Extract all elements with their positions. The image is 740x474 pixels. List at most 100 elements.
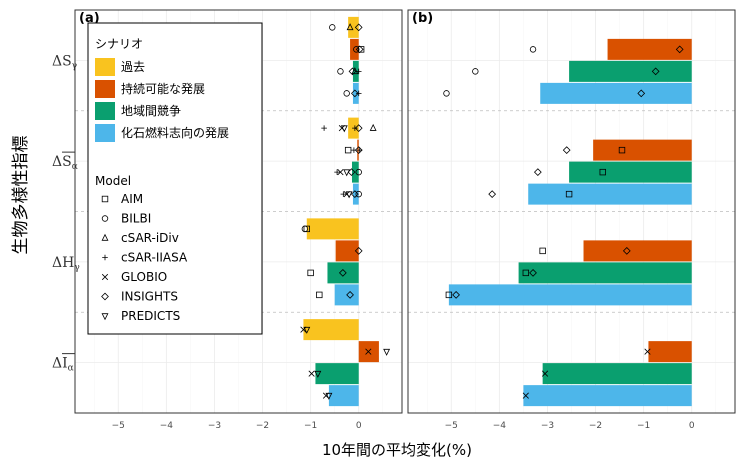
point-aim bbox=[445, 291, 453, 299]
bar-Sa-3 bbox=[569, 161, 692, 183]
x-tick-label: −2 bbox=[589, 421, 602, 431]
point-globio bbox=[337, 169, 344, 176]
point-insights bbox=[533, 168, 542, 176]
legend-model-label: GLOBIO bbox=[121, 270, 167, 284]
point-insights bbox=[354, 124, 363, 132]
point-aim bbox=[344, 146, 352, 154]
point-bilbi bbox=[355, 190, 362, 198]
point-insights bbox=[354, 23, 363, 32]
point-bilbi bbox=[529, 46, 537, 53]
panel-frame bbox=[407, 9, 736, 414]
legend-marker-insights bbox=[101, 292, 109, 301]
panel-b: −5 −4 −3 −2 −1 0 (b) bbox=[407, 9, 736, 431]
legend-marker-predicts bbox=[101, 313, 109, 321]
x-tick-label: −4 bbox=[493, 421, 507, 431]
point-aim bbox=[303, 225, 310, 233]
point-globio bbox=[541, 370, 549, 377]
point-bilbi bbox=[355, 168, 362, 176]
bar-Ia-4 bbox=[523, 385, 692, 407]
legend-model-label: cSAR-iDiv bbox=[121, 231, 179, 245]
x-tick-label: −2 bbox=[256, 421, 269, 431]
bar-Ia-3 bbox=[315, 363, 359, 385]
x-tick-label: −3 bbox=[541, 421, 554, 431]
point-insights bbox=[562, 146, 571, 154]
legend-marker-csar-idiv bbox=[101, 233, 109, 241]
legend-model-label: AIM bbox=[121, 192, 143, 206]
x-tick-label: 0 bbox=[689, 421, 695, 431]
legend-scenario-label: 過去 bbox=[121, 60, 145, 74]
point-csar-iiasa bbox=[340, 191, 347, 197]
point-insights bbox=[675, 45, 684, 54]
legend-scenario-label: 持続可能な発展 bbox=[121, 81, 205, 96]
bar-Sa-2 bbox=[593, 139, 692, 161]
point-globio bbox=[522, 392, 529, 399]
x-axis-title: 10年間の平均変化(%) bbox=[322, 441, 472, 459]
point-bilbi bbox=[353, 46, 360, 53]
x-tick-label: −3 bbox=[208, 421, 221, 431]
category-label-Ia: ΔIα bbox=[52, 356, 74, 374]
legend-scenario-title: シナリオ bbox=[95, 37, 143, 51]
bar-Hg-2 bbox=[583, 240, 692, 262]
panel-label: (a) bbox=[79, 11, 100, 26]
point-predicts bbox=[314, 370, 322, 378]
point-bilbi bbox=[472, 68, 479, 75]
point-insights bbox=[529, 269, 537, 277]
bar-Sg-3 bbox=[569, 60, 692, 82]
point-csar-iiasa bbox=[356, 147, 363, 153]
point-bilbi bbox=[443, 90, 450, 97]
x-tick-label: −5 bbox=[112, 421, 125, 431]
point-insights bbox=[338, 269, 347, 277]
bar-Hg-3 bbox=[518, 262, 692, 284]
panel-label: (b) bbox=[412, 11, 433, 26]
bar-Hg-2 bbox=[335, 240, 359, 262]
legend-swatch bbox=[95, 102, 115, 120]
point-csar-iiasa bbox=[321, 125, 327, 131]
point-globio bbox=[365, 348, 372, 355]
category-label-Sg: ΔSγ bbox=[52, 53, 77, 71]
point-aim bbox=[599, 168, 606, 176]
x-tick-label: −1 bbox=[304, 421, 317, 431]
point-csar-iiasa bbox=[355, 90, 362, 97]
bar-Hg-3 bbox=[327, 262, 359, 284]
point-predicts bbox=[345, 191, 353, 199]
point-globio bbox=[644, 348, 651, 355]
point-insights bbox=[347, 168, 356, 176]
point-insights bbox=[637, 89, 646, 98]
legend-marker-aim bbox=[101, 195, 109, 203]
point-aim bbox=[316, 291, 323, 299]
category-labels: ΔSγ ΔSα ΔHγ ΔIα bbox=[52, 53, 80, 373]
x-tick-label: −5 bbox=[445, 421, 458, 431]
point-predicts bbox=[383, 348, 391, 356]
point-aim bbox=[357, 46, 365, 53]
legend-model-label: INSIGHTS bbox=[121, 290, 178, 304]
point-aim bbox=[565, 190, 573, 198]
point-globio bbox=[308, 370, 315, 377]
legend-swatch bbox=[95, 80, 115, 98]
legend-swatch bbox=[95, 124, 115, 142]
legend-scenario-label: 化石燃料志向の発展 bbox=[121, 125, 229, 140]
legend-model-label: PREDICTS bbox=[121, 309, 180, 323]
bar-Hg-1 bbox=[306, 218, 359, 240]
point-predicts bbox=[340, 125, 348, 133]
legend-box bbox=[87, 22, 263, 335]
point-bilbi bbox=[301, 225, 309, 233]
bar-Sg-4 bbox=[352, 82, 359, 104]
legend-model-title: Model bbox=[95, 174, 131, 188]
point-aim bbox=[539, 247, 546, 255]
x-tick-label: −4 bbox=[160, 421, 174, 431]
y-axis-title: 生物多様性指標 bbox=[11, 136, 31, 255]
bar-Sg-4 bbox=[540, 82, 692, 104]
x-tick-label: −1 bbox=[637, 421, 650, 431]
legend-marker-bilbi bbox=[101, 215, 109, 222]
bar-Ia-4 bbox=[328, 385, 359, 407]
point-insights bbox=[488, 190, 497, 198]
point-insights bbox=[354, 146, 363, 154]
point-insights bbox=[348, 67, 357, 76]
category-label-Sa: ΔSα bbox=[52, 154, 78, 172]
bar-Sa-4 bbox=[528, 183, 692, 205]
point-aim bbox=[307, 269, 314, 277]
legend-model-label: cSAR-IIASA bbox=[121, 251, 188, 265]
legend-marker-globio bbox=[101, 273, 109, 281]
